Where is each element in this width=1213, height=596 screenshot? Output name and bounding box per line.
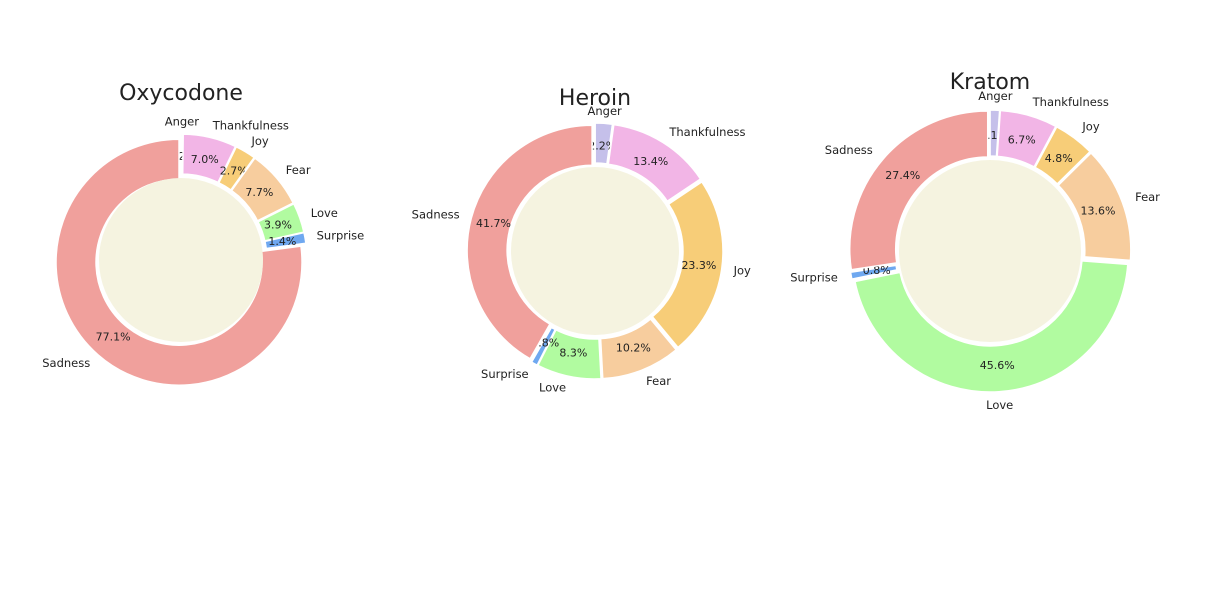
value-label: 77.1% bbox=[96, 330, 131, 343]
wedge bbox=[466, 124, 593, 360]
wedge bbox=[181, 133, 237, 184]
value-label: 8.3% bbox=[559, 347, 587, 360]
category-label: Love bbox=[311, 206, 338, 220]
category-label: Fear bbox=[286, 163, 311, 177]
wedge bbox=[1034, 125, 1092, 186]
wedge bbox=[1057, 151, 1132, 262]
donut-hole bbox=[511, 167, 679, 335]
category-label: Thankfulness bbox=[1032, 95, 1109, 109]
wedge bbox=[854, 260, 1129, 393]
chart-title: Heroin bbox=[559, 86, 631, 111]
wedge bbox=[996, 109, 1057, 168]
wedge bbox=[536, 328, 602, 380]
value-label: 27.4% bbox=[885, 169, 920, 182]
category-label: Joy bbox=[250, 134, 268, 148]
value-label: 2.2% bbox=[588, 139, 616, 152]
category-label: Sadness bbox=[825, 143, 873, 157]
value-label: 23.3% bbox=[681, 259, 716, 272]
value-label: 10.2% bbox=[616, 342, 651, 355]
value-label: 41.7% bbox=[476, 217, 511, 230]
wedge bbox=[55, 138, 303, 386]
category-label: Love bbox=[539, 380, 566, 394]
wedge bbox=[849, 264, 898, 280]
category-label: Joy bbox=[1081, 120, 1099, 134]
category-label: Love bbox=[986, 398, 1013, 412]
value-label: 13.6% bbox=[1080, 204, 1115, 217]
value-label: 3.9% bbox=[264, 218, 292, 231]
category-label: Anger bbox=[588, 104, 623, 118]
value-label: 13.4% bbox=[633, 155, 668, 168]
value-label: 7.7% bbox=[245, 186, 273, 199]
wedge bbox=[594, 122, 614, 165]
wedge bbox=[651, 180, 724, 349]
category-label: Thankfulness bbox=[212, 118, 289, 132]
category-label: Fear bbox=[646, 374, 671, 388]
value-label: 7.0% bbox=[191, 153, 219, 166]
wedge bbox=[264, 231, 307, 250]
category-label: Sadness bbox=[42, 356, 90, 370]
category-label: Surprise bbox=[790, 271, 838, 285]
value-label: 4.8% bbox=[1045, 152, 1073, 165]
chart-title: Kratom bbox=[950, 70, 1030, 95]
category-label: Anger bbox=[978, 89, 1013, 103]
category-label: Surprise bbox=[481, 367, 529, 381]
wedge bbox=[217, 145, 256, 192]
category-label: Surprise bbox=[317, 228, 365, 242]
chart-title: Oxycodone bbox=[119, 81, 243, 106]
value-label: 1.4% bbox=[268, 235, 296, 248]
donut-hole bbox=[899, 160, 1081, 342]
value-label: 6.7% bbox=[1008, 133, 1036, 146]
wedge bbox=[607, 123, 702, 203]
category-label: Anger bbox=[165, 115, 200, 129]
wedge bbox=[530, 326, 557, 367]
wedge bbox=[599, 318, 678, 380]
category-label: Joy bbox=[733, 263, 751, 277]
wedge bbox=[848, 110, 989, 271]
value-label: 2.7% bbox=[220, 165, 248, 178]
category-label: Thankfulness bbox=[668, 125, 745, 139]
donut-hole bbox=[99, 178, 263, 342]
value-label: 45.6% bbox=[980, 359, 1015, 372]
category-label: Sadness bbox=[412, 208, 460, 222]
category-label: Fear bbox=[1135, 190, 1160, 204]
wedge bbox=[230, 157, 295, 222]
